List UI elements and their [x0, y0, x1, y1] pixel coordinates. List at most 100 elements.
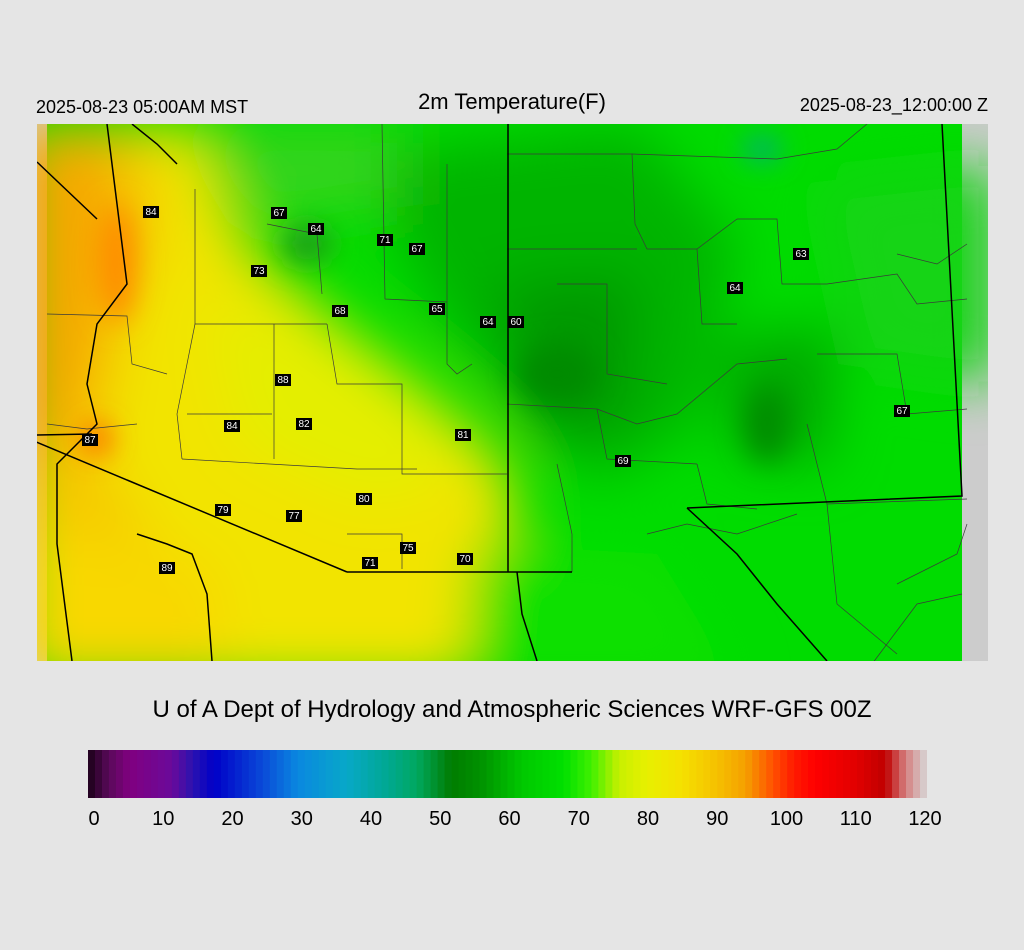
- colorbar-swatch: [710, 750, 718, 798]
- colorbar-swatch: [626, 750, 634, 798]
- colorbar-swatch: [528, 750, 537, 798]
- colorbar-swatch: [346, 750, 355, 798]
- station-label: 67: [894, 405, 910, 417]
- colorbar-ticks: 0 10 20 30 40 50 60 70 80 90 100 110 120: [88, 808, 941, 838]
- station-label: 68: [332, 305, 348, 317]
- station-label: 67: [271, 207, 287, 219]
- colorbar-swatch: [549, 750, 558, 798]
- colorbar-swatch: [241, 750, 250, 798]
- colorbar-swatch: [829, 750, 837, 798]
- colorbar-swatch: [164, 750, 173, 798]
- colorbar-swatch: [577, 750, 586, 798]
- colorbar-swatch: [815, 750, 823, 798]
- colorbar-swatch: [787, 750, 795, 798]
- valid-time-local: 2025-08-23 05:00AM MST: [36, 97, 249, 117]
- station-label: 88: [275, 374, 291, 386]
- station-label: 80: [356, 493, 372, 505]
- station-label: 75: [400, 542, 416, 554]
- model-credit: U of A Dept of Hydrology and Atmospheric…: [152, 696, 872, 723]
- colorbar-swatch: [430, 750, 439, 798]
- colorbar-swatch: [423, 750, 432, 798]
- svg-text:67: 67: [411, 244, 423, 255]
- colorbar-swatch: [311, 750, 320, 798]
- colorbar-swatch: [605, 750, 613, 798]
- station-labels: 84 67 64 71 67 73 63 64 68 65 64 60 88 8…: [82, 206, 910, 574]
- colorbar-swatch: [374, 750, 383, 798]
- svg-text:80: 80: [358, 494, 370, 505]
- colorbar-swatch: [808, 750, 816, 798]
- colorbar-swatch: [500, 750, 509, 798]
- colorbar-swatch: [199, 750, 208, 798]
- colorbar-tick-label: 80: [636, 808, 660, 830]
- colorbar-swatch: [780, 750, 788, 798]
- colorbar-swatch: [388, 750, 397, 798]
- station-label: 69: [615, 455, 631, 467]
- colorbar-swatch: [668, 750, 676, 798]
- station-label: 81: [455, 429, 471, 441]
- colorbar-swatch: [444, 750, 453, 798]
- colorbar-swatch: [633, 750, 641, 798]
- svg-text:79: 79: [217, 505, 229, 516]
- svg-text:87: 87: [84, 435, 96, 446]
- colorbar-swatch: [738, 750, 746, 798]
- colorbar-swatch: [703, 750, 711, 798]
- colorbar-swatch: [136, 750, 145, 798]
- svg-text:71: 71: [364, 558, 376, 569]
- colorbar-tick-label: 20: [221, 808, 244, 830]
- colorbar-swatch: [367, 750, 376, 798]
- colorbar-tick-label: 90: [706, 808, 729, 830]
- colorbar-swatch: [647, 750, 655, 798]
- svg-text:84: 84: [145, 207, 157, 218]
- colorbar-swatch: [871, 750, 879, 798]
- svg-text:77: 77: [288, 511, 300, 522]
- colorbar-swatch: [458, 750, 467, 798]
- colorbar-swatch: [297, 750, 306, 798]
- colorbar-swatch: [206, 750, 215, 798]
- svg-text:60: 60: [510, 317, 522, 328]
- temperature-map: 84 67 64 71 67 73 63 64 68 65 64 60 88 8…: [37, 124, 988, 661]
- valid-time-utc: 2025-08-23_12:00:00 Z: [799, 95, 988, 115]
- colorbar-tick-label: 50: [429, 808, 452, 830]
- colorbar-swatch: [717, 750, 725, 798]
- colorbar-swatch: [213, 750, 222, 798]
- colorbar-swatch: [892, 750, 900, 798]
- colorbar-swatch: [675, 750, 683, 798]
- station-label: 64: [308, 223, 324, 235]
- colorbar-swatches: [88, 750, 928, 798]
- colorbar-swatch: [913, 750, 921, 798]
- colorbar-swatch: [101, 750, 110, 798]
- colorbar-tick-label: 30: [290, 808, 313, 830]
- colorbar-swatch: [129, 750, 138, 798]
- colorbar-swatch: [773, 750, 781, 798]
- colorbar-swatch: [654, 750, 662, 798]
- colorbar-swatch: [115, 750, 124, 798]
- colorbar-swatch: [493, 750, 502, 798]
- colorbar-swatch: [850, 750, 858, 798]
- colorbar-tick-label: 120: [908, 808, 942, 830]
- svg-text:75: 75: [402, 543, 414, 554]
- colorbar-swatch: [416, 750, 425, 798]
- colorbar-swatch: [402, 750, 411, 798]
- colorbar-swatch: [556, 750, 565, 798]
- colorbar-swatch: [220, 750, 229, 798]
- colorbar-tick-label: 40: [359, 808, 383, 830]
- colorbar-swatch: [885, 750, 893, 798]
- colorbar-swatch: [409, 750, 418, 798]
- colorbar-swatch: [689, 750, 697, 798]
- colorbar-tick-label: 10: [152, 808, 175, 830]
- colorbar-swatch: [857, 750, 865, 798]
- colorbar-tick-label: 70: [567, 808, 590, 830]
- colorbar-swatch: [745, 750, 753, 798]
- colorbar-swatch: [661, 750, 669, 798]
- colorbar-swatch: [794, 750, 802, 798]
- colorbar-swatch: [171, 750, 180, 798]
- chart-title: 2m Temperature(F): [418, 89, 606, 114]
- svg-text:63: 63: [795, 249, 807, 260]
- colorbar-tick-label: 0: [88, 808, 100, 830]
- colorbar-swatch: [906, 750, 914, 798]
- colorbar-swatch: [185, 750, 194, 798]
- colorbar-swatch: [318, 750, 327, 798]
- station-label: 73: [251, 265, 267, 277]
- colorbar-swatch: [248, 750, 257, 798]
- colorbar-swatch: [591, 750, 599, 798]
